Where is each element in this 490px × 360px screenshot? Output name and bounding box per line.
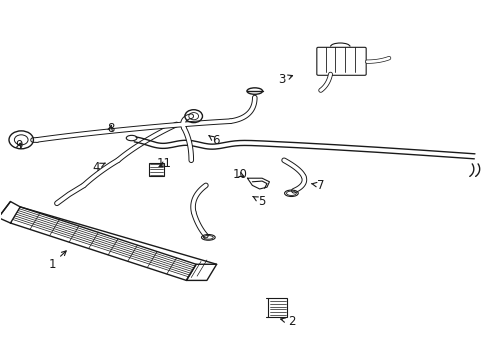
Text: 4: 4 [92, 161, 105, 174]
Text: 5: 5 [253, 195, 266, 208]
Text: 1: 1 [48, 251, 66, 271]
Text: 2: 2 [281, 315, 295, 328]
Text: 6: 6 [209, 134, 220, 147]
Bar [149, 163, 164, 176]
Text: 10: 10 [233, 168, 247, 181]
Text: 11: 11 [157, 157, 172, 170]
Text: 7: 7 [312, 179, 324, 192]
Text: 3: 3 [278, 73, 293, 86]
Text: 8: 8 [107, 122, 114, 135]
Bar [269, 298, 287, 317]
Text: 9: 9 [16, 139, 23, 152]
